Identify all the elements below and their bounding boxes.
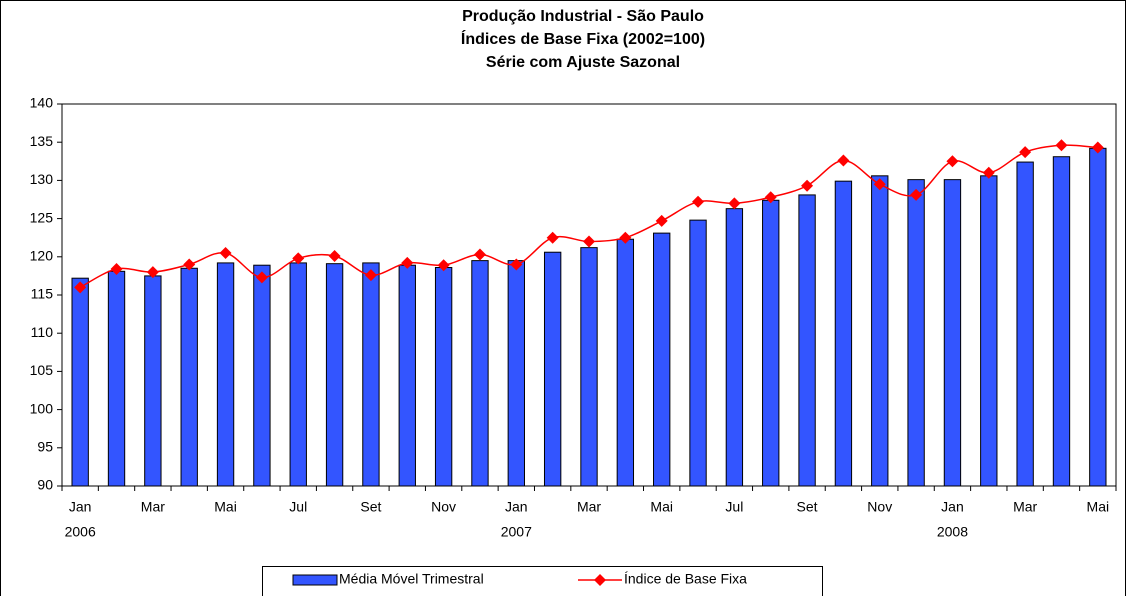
bar — [507, 260, 525, 487]
bar — [398, 264, 416, 487]
marker — [183, 258, 196, 271]
chart-title: Série com Ajuste Sazonal — [486, 54, 680, 71]
bar — [216, 262, 235, 487]
legend-swatch — [292, 574, 338, 586]
bar — [107, 270, 126, 487]
y-tick-label: 90 — [37, 477, 53, 493]
x-tick-label: Jul — [289, 499, 307, 515]
marker — [982, 166, 995, 179]
marker — [728, 197, 741, 210]
bar — [1089, 147, 1107, 487]
marker — [1019, 146, 1032, 159]
bar — [580, 247, 598, 487]
bar — [434, 266, 453, 487]
marker — [292, 252, 305, 265]
marker — [255, 271, 268, 284]
bar — [798, 194, 816, 487]
marker — [619, 231, 632, 244]
legend-box — [262, 566, 823, 596]
bar — [871, 175, 889, 487]
x-tick-label: Nov — [431, 499, 456, 515]
marker — [1055, 139, 1068, 152]
bar — [180, 267, 198, 487]
marker — [764, 191, 777, 204]
marker — [328, 250, 341, 263]
x-tick-label: Mar — [577, 499, 601, 515]
x-tick-label: Mar — [1013, 499, 1037, 515]
y-tick-label: 100 — [30, 400, 54, 416]
y-tick-label: 115 — [31, 286, 54, 302]
marker — [910, 188, 923, 201]
legend-marker — [594, 574, 606, 586]
bar — [144, 275, 162, 487]
marker — [692, 195, 705, 208]
x-tick-label: Set — [360, 499, 381, 515]
bar — [1052, 156, 1071, 487]
bar — [616, 238, 635, 487]
x-tick-label: Jul — [725, 499, 743, 515]
bar — [471, 260, 489, 487]
chart-title: Índices de Base Fixa (2002=100) — [461, 29, 705, 48]
marker — [110, 263, 123, 276]
marker — [1091, 141, 1104, 154]
marker — [583, 235, 595, 248]
bar — [1016, 161, 1034, 487]
bar — [907, 179, 925, 487]
marker — [437, 259, 450, 272]
marker — [837, 154, 850, 167]
bar — [325, 263, 344, 487]
bar — [762, 199, 780, 487]
marker — [401, 256, 414, 269]
y-tick-label: 140 — [30, 95, 54, 111]
marker — [74, 281, 87, 294]
x-tick-label: Jan — [69, 499, 92, 515]
bar — [943, 179, 962, 487]
y-tick-label: 135 — [30, 133, 54, 149]
x-tick-label: Mai — [650, 499, 673, 515]
marker — [473, 248, 486, 261]
y-tick-label: 130 — [30, 171, 54, 187]
x-tick-label: Set — [797, 499, 818, 515]
x-year-label: 2007 — [501, 524, 532, 540]
y-tick-label: 95 — [37, 439, 53, 455]
bar — [362, 262, 380, 487]
bar — [834, 180, 853, 487]
bar — [253, 264, 271, 487]
x-tick-label: Mai — [214, 499, 237, 515]
legend-label: Média Móvel Trimestral — [339, 571, 484, 587]
x-year-label: 2006 — [65, 524, 96, 540]
x-tick-label: Jan — [505, 499, 528, 515]
y-tick-label: 110 — [31, 324, 54, 340]
marker — [146, 266, 159, 279]
bar — [543, 251, 562, 487]
y-tick-label: 120 — [30, 248, 54, 264]
chart-title: Produção Industrial - São Paulo — [462, 8, 704, 25]
y-tick-label: 125 — [30, 209, 54, 225]
bar — [980, 175, 998, 487]
marker — [510, 258, 523, 271]
legend-label: Índice de Base Fixa — [624, 571, 747, 587]
marker — [801, 179, 814, 192]
x-tick-label: Nov — [867, 499, 892, 515]
marker — [364, 269, 377, 282]
marker — [873, 178, 886, 191]
x-year-label: 2008 — [937, 524, 968, 540]
x-tick-label: Jan — [941, 499, 964, 515]
marker — [546, 231, 559, 244]
bar — [689, 219, 707, 487]
bar — [71, 277, 89, 487]
marker — [655, 214, 668, 227]
x-tick-label: Mai — [1087, 499, 1110, 515]
x-tick-label: Mar — [141, 499, 165, 515]
bar — [653, 232, 671, 487]
bar — [725, 208, 744, 487]
marker — [946, 155, 959, 168]
bar — [289, 262, 307, 487]
y-tick-label: 105 — [30, 362, 54, 378]
marker — [219, 246, 232, 259]
